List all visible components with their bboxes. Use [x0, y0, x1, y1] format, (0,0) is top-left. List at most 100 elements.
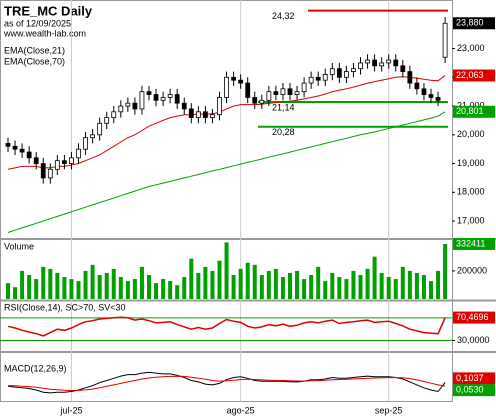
volume-bar — [224, 242, 229, 299]
volume-bar — [280, 277, 285, 299]
volume-bar — [161, 279, 166, 299]
volume-bar — [295, 270, 300, 299]
volume-bar — [210, 270, 215, 299]
candle-body — [195, 111, 201, 118]
volume-bar — [231, 274, 236, 299]
candle-body — [231, 76, 237, 81]
candle-body — [47, 168, 53, 179]
candle-body — [343, 71, 349, 78]
volume-bar — [62, 277, 67, 299]
volume-bar — [125, 281, 130, 299]
candle-body — [33, 157, 39, 164]
panel-title: MACD(12,26,9) — [4, 363, 67, 373]
volume-bar — [189, 258, 194, 299]
volume-bar — [330, 272, 335, 299]
candle-body — [111, 111, 117, 118]
candle-body — [104, 117, 110, 124]
volume-bar — [168, 281, 173, 299]
volume-bar — [372, 256, 377, 299]
volume-bar — [139, 266, 144, 299]
chart-title: TRE_MC Daily — [4, 3, 93, 18]
rsi-line — [7, 316, 446, 337]
candle-body — [54, 160, 60, 170]
candle-body — [287, 88, 293, 95]
volume-bar — [259, 274, 264, 299]
macd-value-label: 0,0530 — [456, 384, 484, 394]
candle-body — [76, 148, 81, 159]
volume-bar — [203, 266, 208, 299]
y-tick-label: 20,000 — [457, 129, 485, 139]
candle-body — [266, 91, 272, 101]
ema-value-label: 20,801 — [456, 106, 484, 116]
y-tick-label: 17,000 — [457, 215, 485, 225]
x-tick-label: sep-25 — [375, 405, 403, 415]
volume-bar — [175, 285, 180, 299]
legend-entry: EMA(Close,21) — [4, 45, 65, 55]
candle-body — [351, 68, 356, 72]
y-tick-label: 19,000 — [457, 158, 485, 168]
candle-body — [301, 82, 307, 93]
volume-bar — [266, 270, 271, 299]
ema-line — [7, 75, 446, 170]
candle-body — [407, 71, 413, 84]
volume-bar — [97, 274, 102, 299]
volume-bar — [6, 283, 10, 299]
volume-bar — [111, 268, 116, 299]
rsi-value-label: 70,4696 — [456, 312, 489, 322]
candle-body — [5, 143, 11, 147]
volume-bar — [76, 281, 81, 299]
volume-bar — [436, 270, 441, 299]
volume-bar — [41, 266, 46, 299]
candle-body — [62, 160, 67, 164]
candle-body — [421, 88, 427, 95]
source: www.wealth-lab.com — [3, 28, 86, 38]
volume-bar — [217, 260, 222, 299]
volume-bar — [238, 268, 243, 299]
candle-body — [280, 88, 286, 95]
volume-bar — [118, 277, 123, 299]
candle-body — [238, 79, 244, 84]
rsi-value-label-box — [453, 311, 495, 324]
candle-body — [252, 97, 258, 104]
volume-bar — [351, 270, 356, 299]
y-tick-label: 23,000 — [457, 43, 485, 53]
subtitle: as of 12/09/2025 — [4, 18, 71, 28]
volume-bar — [132, 279, 137, 299]
candle-body — [118, 105, 124, 113]
candle-body — [273, 91, 279, 95]
volume-bar — [154, 283, 159, 299]
candle-body — [217, 97, 222, 116]
candle-body — [174, 94, 180, 104]
candle-body — [181, 102, 187, 110]
candle-body — [329, 68, 335, 75]
plot-frame — [0, 0, 453, 402]
volume-bar — [365, 268, 370, 299]
candle-body — [294, 91, 300, 95]
candle-body — [428, 94, 434, 98]
candle-body — [245, 82, 251, 98]
candle-body — [210, 114, 215, 118]
candle-body — [153, 94, 159, 101]
volume-bar — [358, 274, 363, 299]
volume-value-label-box — [453, 237, 495, 250]
candle-body — [26, 151, 32, 159]
x-tick-label: jul-25 — [59, 405, 82, 415]
candle-body — [40, 163, 46, 179]
level-label: 20,28 — [272, 127, 295, 137]
candle-body — [69, 157, 74, 164]
macd-value-label: 0,1037 — [456, 373, 484, 383]
candle-body — [393, 59, 399, 67]
last-price-label-box — [453, 17, 495, 30]
candle-body — [139, 91, 145, 110]
volume-bar — [407, 270, 412, 299]
volume-bar — [337, 277, 342, 299]
volume-bar — [414, 272, 419, 299]
candle-body — [365, 59, 370, 64]
volume-bar — [443, 243, 448, 299]
panel-title: Volume — [4, 241, 34, 251]
ema-value-label: 22,063 — [456, 70, 484, 80]
y-tick-label: 30,0000 — [457, 335, 490, 345]
candle-body — [308, 76, 314, 84]
